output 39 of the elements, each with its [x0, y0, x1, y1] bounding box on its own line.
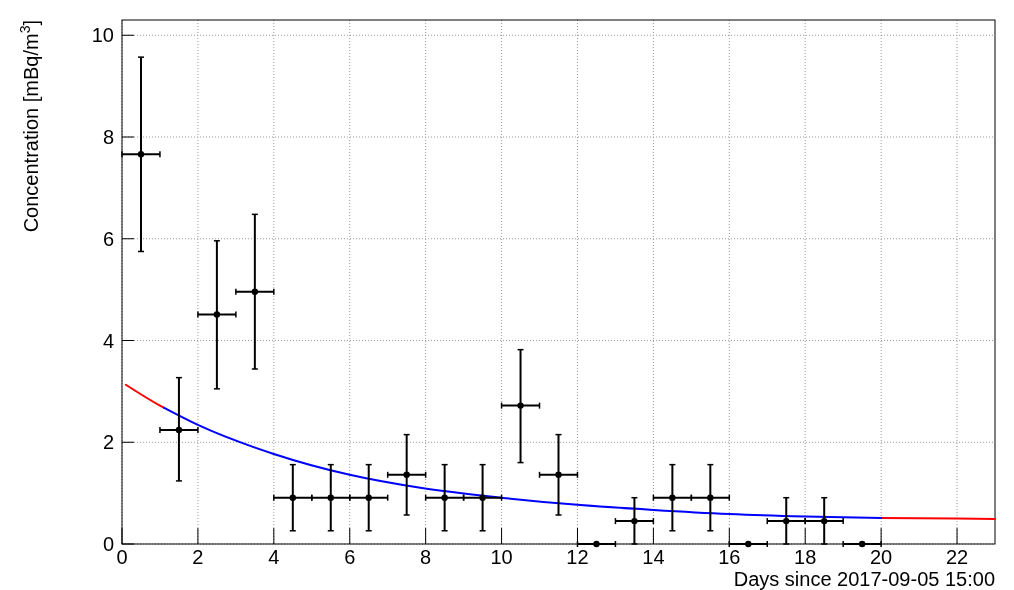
y-tick-label: 10 [91, 24, 114, 47]
point [213, 311, 221, 318]
point [745, 540, 752, 548]
x-tick-label: 10 [490, 546, 513, 568]
x-tick-label: 22 [945, 546, 969, 568]
point [403, 471, 410, 479]
point [365, 494, 372, 501]
x-tick-label: 16 [718, 546, 741, 568]
y-tick-label: 2 [102, 431, 114, 454]
x-axis-title: Days since 2017-09-05 15:00 [733, 568, 995, 590]
x-tick-label: 20 [870, 546, 893, 568]
x-tick-label: 4 [268, 546, 280, 568]
point [783, 517, 790, 525]
x-tick-label: 18 [794, 546, 817, 568]
point [327, 494, 334, 501]
point [821, 517, 828, 525]
x-tick-label: 2 [192, 546, 204, 568]
x-tick-label: 12 [566, 546, 589, 568]
point [517, 402, 524, 409]
x-tick-label: 0 [116, 546, 128, 568]
point [858, 540, 866, 548]
point [631, 517, 638, 525]
point [707, 494, 714, 501]
x-tick-label: 6 [344, 546, 356, 568]
x-tick-label: 8 [420, 546, 432, 568]
point [251, 288, 259, 295]
point [669, 494, 676, 501]
y-tick-label: 8 [102, 126, 114, 149]
point [555, 471, 562, 479]
y-tick-label: 4 [102, 329, 114, 352]
x-tick-label: 14 [642, 546, 665, 568]
point [593, 540, 600, 548]
point [289, 494, 296, 501]
point [441, 494, 448, 501]
line-series [162, 406, 883, 520]
point [175, 426, 183, 434]
y-tick-label: 6 [102, 227, 114, 250]
point [137, 151, 145, 158]
point [479, 494, 486, 501]
